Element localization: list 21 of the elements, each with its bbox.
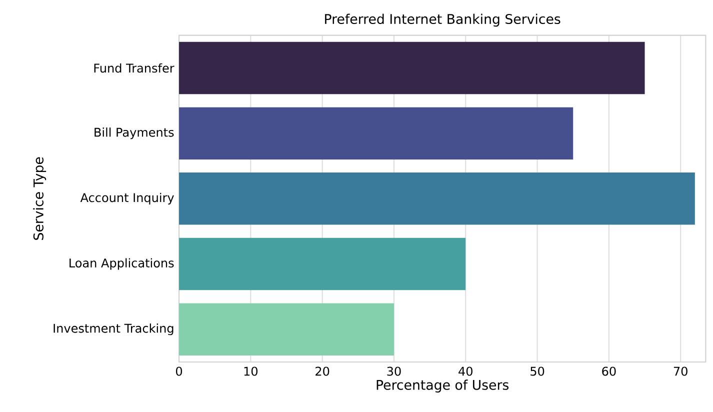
bar [179, 42, 645, 94]
x-tick-label: 50 [530, 366, 544, 376]
x-tick-label: 60 [602, 366, 616, 376]
y-tick-label: Investment Tracking [54, 324, 174, 336]
y-tick-label: Bill Payments [94, 128, 174, 140]
chart-title: Preferred Internet Banking Services [325, 14, 560, 27]
bar [179, 303, 394, 356]
bar [179, 172, 695, 225]
y-tick-label: Loan Applications [70, 258, 174, 270]
x-tick-label: 0 [176, 366, 182, 376]
x-tick-label: 10 [244, 366, 258, 376]
bar [179, 107, 574, 160]
x-tick-label: 20 [316, 366, 330, 376]
y-tick-label: Account Inquiry [80, 192, 174, 204]
x-axis-title: Percentage of Users [376, 380, 509, 393]
y-axis-title: Service Type [33, 157, 46, 240]
x-tick-label: 70 [674, 366, 688, 376]
x-tick-label: 40 [458, 366, 472, 376]
x-tick-label: 30 [387, 366, 401, 376]
y-tick-label: Fund Transfer [94, 63, 174, 73]
bar [179, 238, 466, 290]
